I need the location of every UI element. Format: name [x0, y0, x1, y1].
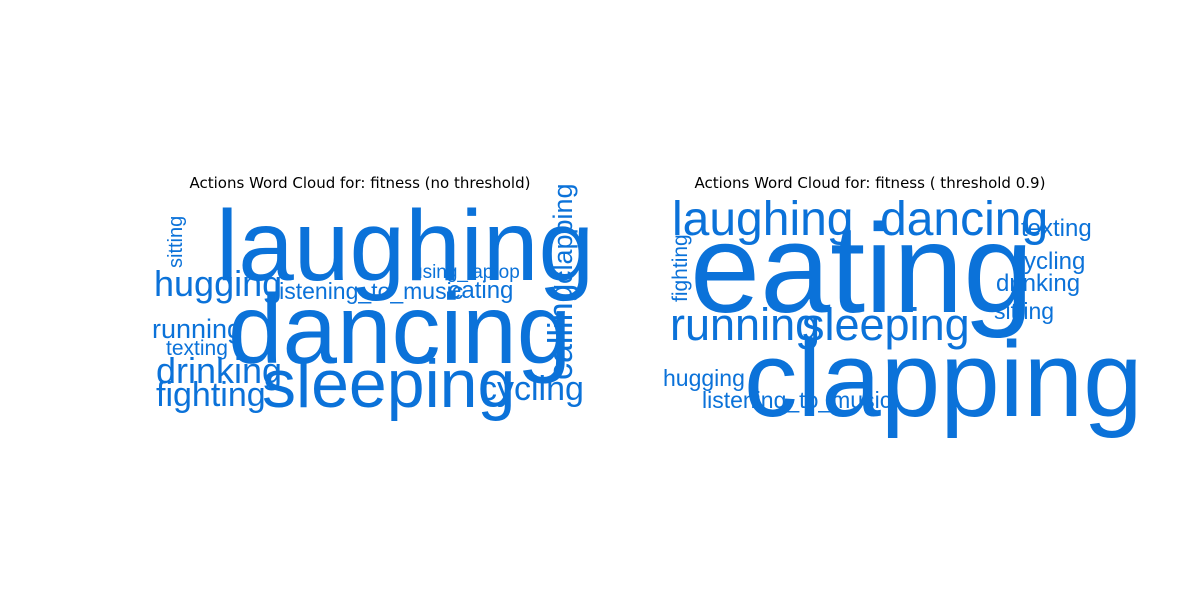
word-running: running: [152, 314, 243, 344]
word-cycling: cycling: [1012, 248, 1086, 275]
word-hugging: hugging: [154, 263, 283, 304]
word-listening-to-music: listening_to_music: [274, 278, 464, 304]
word-laughing: laughing: [672, 193, 854, 246]
word-clapping: clapping: [548, 183, 578, 284]
word-cloud: laughing dancing sleeping hugging drinking ca…: [150, 183, 594, 418]
word-cycling: cycling: [480, 370, 584, 408]
chart-title: Actions Word Cloud for: fitness ( thresh…: [694, 174, 1046, 192]
word-drinking: drinking: [996, 270, 1081, 297]
chart-title: Actions Word Cloud for: fitness (no thre…: [189, 174, 531, 192]
word-fighting: fighting: [669, 234, 692, 302]
word-eating: eating: [690, 198, 1034, 339]
word-using-laptop: using_laptop: [412, 262, 520, 283]
word-dancing: dancing: [880, 193, 1049, 246]
word-texting: texting: [1021, 215, 1092, 242]
word-hugging: hugging: [663, 365, 745, 391]
word-sleeping: sleeping: [262, 346, 516, 422]
word-eating: eating: [448, 277, 514, 304]
word-laughing: laughing: [216, 190, 595, 302]
word-running: running: [670, 299, 821, 350]
word-clapping: clapping: [744, 319, 1143, 439]
wordcloud-panel-no-threshold: Actions Word Cloud for: fitness (no thre…: [140, 170, 594, 420]
wordcloud-panel-threshold: Actions Word Cloud for: fitness ( thresh…: [650, 170, 1143, 433]
word-dancing: dancing: [228, 274, 572, 384]
word-cloud: eating clapping laughing dancing running slee…: [660, 193, 1143, 433]
word-sleeping: sleeping: [802, 299, 970, 350]
word-drinking: drinking: [156, 350, 283, 391]
word-sitting: sitting: [165, 215, 187, 268]
word-listening-to-music: listening_to_music: [702, 387, 892, 413]
word-texting: texting: [166, 337, 228, 360]
word-sitting: sitting: [994, 298, 1055, 324]
word-calling: calling: [542, 283, 580, 380]
word-fighting: fighting: [156, 376, 266, 414]
